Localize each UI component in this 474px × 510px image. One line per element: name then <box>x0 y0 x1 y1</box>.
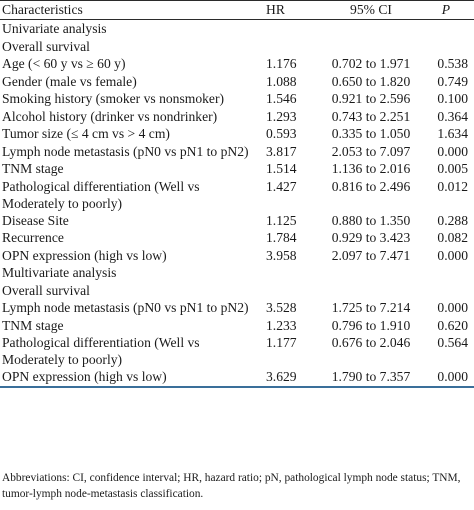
row-hr: 1.546 <box>266 91 297 106</box>
header-hr: HR <box>266 2 285 17</box>
multivariate-title: Multivariate analysis <box>2 265 117 280</box>
row-p: 0.620 <box>437 317 468 333</box>
header-p: P <box>441 2 450 17</box>
row-label: OPN expression (high vs low) <box>2 369 167 384</box>
row-hr: 1.125 <box>266 212 297 228</box>
row-p: 0.564 <box>437 335 468 350</box>
row-p: 0.012 <box>437 178 468 194</box>
table-body: Univariate analysis Overall survival Age… <box>0 20 474 387</box>
row-hr: 0.593 <box>266 126 297 141</box>
row-p: 0.000 <box>437 143 468 159</box>
row-p: 0.749 <box>437 73 468 89</box>
row-hr: 3.528 <box>266 300 297 315</box>
row-p: 0.000 <box>437 369 468 384</box>
header-characteristics: Characteristics <box>2 2 83 17</box>
row-hr: 1.088 <box>266 73 297 89</box>
row-hr: 3.629 <box>266 369 297 384</box>
row-hr: 3.817 <box>266 143 297 159</box>
row-p: 0.538 <box>437 56 468 71</box>
row-hr: 1.514 <box>266 161 297 176</box>
table-row: Gender (male vs female) 1.088 0.650 to 1… <box>0 73 474 91</box>
row-ci: 0.921 to 2.596 <box>331 91 411 106</box>
row-label: Alcohol history (drinker vs nondrinker) <box>2 108 218 124</box>
table-row: OPN expression (high vs low) 3.629 1.790… <box>0 368 474 387</box>
table-row: TNM stage 1.233 0.796 to 1.910 0.620 <box>0 317 474 335</box>
row-p: 0.005 <box>437 161 468 176</box>
table-row: Pathological differentiation (Well vs Mo… <box>0 178 474 212</box>
section-row: Univariate analysis <box>0 20 474 38</box>
row-hr: 1.293 <box>266 108 297 124</box>
section-row: Multivariate analysis <box>0 264 474 282</box>
row-ci: 1.790 to 7.357 <box>331 369 411 384</box>
row-ci: 2.053 to 7.097 <box>331 143 411 159</box>
univariate-title: Univariate analysis <box>2 21 107 36</box>
row-label: Lymph node metastasis (pN0 vs pN1 to pN2… <box>2 300 249 315</box>
row-label: Tumor size (≤ 4 cm vs > 4 cm) <box>2 126 170 141</box>
row-p: 1.634 <box>437 126 468 141</box>
row-label: TNM stage <box>2 161 64 176</box>
row-hr: 1.177 <box>266 335 297 350</box>
table-row: Recurrence 1.784 0.929 to 3.423 0.082 <box>0 229 474 247</box>
row-ci: 1.136 to 2.016 <box>331 161 411 176</box>
table-row: Smoking history (smoker vs nonsmoker) 1.… <box>0 90 474 108</box>
header-row: Characteristics HR 95% CI P <box>0 0 474 20</box>
table-row: Lymph node metastasis (pN0 vs pN1 to pN2… <box>0 143 474 161</box>
row-p: 0.000 <box>437 247 468 263</box>
row-ci: 0.743 to 2.251 <box>331 108 411 124</box>
row-p: 0.000 <box>437 300 468 315</box>
header-ci: 95% CI <box>350 2 392 17</box>
row-p: 0.100 <box>437 91 468 106</box>
table-row: Age (< 60 y vs ≥ 60 y) 1.176 0.702 to 1.… <box>0 55 474 73</box>
row-hr: 3.958 <box>266 247 297 263</box>
row-label: Lymph node metastasis (pN0 vs pN1 to pN2… <box>2 143 249 159</box>
row-ci: 2.097 to 7.471 <box>331 247 411 263</box>
row-label: Pathological differentiation (Well vs Mo… <box>2 178 200 211</box>
table-row: Tumor size (≤ 4 cm vs > 4 cm) 0.593 0.33… <box>0 125 474 143</box>
multivariate-subtitle: Overall survival <box>2 282 90 298</box>
row-hr: 1.784 <box>266 230 297 245</box>
section-row: Overall survival <box>0 38 474 56</box>
row-ci: 0.796 to 1.910 <box>331 317 411 333</box>
row-ci: 0.650 to 1.820 <box>331 73 411 89</box>
row-ci: 0.929 to 3.423 <box>331 230 411 245</box>
table-row: Disease Site 1.125 0.880 to 1.350 0.288 <box>0 212 474 230</box>
row-ci: 1.725 to 7.214 <box>331 300 411 315</box>
table-row: OPN expression (high vs low) 3.958 2.097… <box>0 247 474 265</box>
row-label: Disease Site <box>2 212 69 228</box>
row-ci: 0.880 to 1.350 <box>331 212 411 228</box>
row-label: Gender (male vs female) <box>2 73 137 89</box>
table-row: Lymph node metastasis (pN0 vs pN1 to pN2… <box>0 299 474 317</box>
row-p: 0.082 <box>437 230 468 245</box>
row-label: OPN expression (high vs low) <box>2 247 167 263</box>
table-footnote: Abbreviations: CI, confidence interval; … <box>2 472 461 500</box>
row-ci: 0.335 to 1.050 <box>331 126 411 141</box>
row-p: 0.288 <box>437 212 468 228</box>
table-header: Characteristics HR 95% CI P <box>0 0 474 20</box>
row-hr: 1.427 <box>266 178 297 194</box>
cox-regression-table: Characteristics HR 95% CI P Univariate a… <box>0 0 474 387</box>
row-ci: 0.816 to 2.496 <box>331 178 411 194</box>
univariate-subtitle: Overall survival <box>2 38 90 54</box>
row-hr: 1.176 <box>266 56 297 71</box>
row-label: TNM stage <box>2 317 64 333</box>
row-hr: 1.233 <box>266 317 297 333</box>
row-label: Pathological differentiation (Well vs Mo… <box>2 335 200 367</box>
table-row: Pathological differentiation (Well vs Mo… <box>0 334 474 368</box>
row-label: Smoking history (smoker vs nonsmoker) <box>2 91 225 106</box>
row-label: Age (< 60 y vs ≥ 60 y) <box>2 56 126 71</box>
table-row: Alcohol history (drinker vs nondrinker) … <box>0 108 474 126</box>
row-label: Recurrence <box>2 230 64 245</box>
row-ci: 0.676 to 2.046 <box>331 335 411 350</box>
table-row: TNM stage 1.514 1.136 to 2.016 0.005 <box>0 160 474 178</box>
row-ci: 0.702 to 1.971 <box>331 56 411 71</box>
row-p: 0.364 <box>437 108 468 124</box>
section-row: Overall survival <box>0 282 474 300</box>
